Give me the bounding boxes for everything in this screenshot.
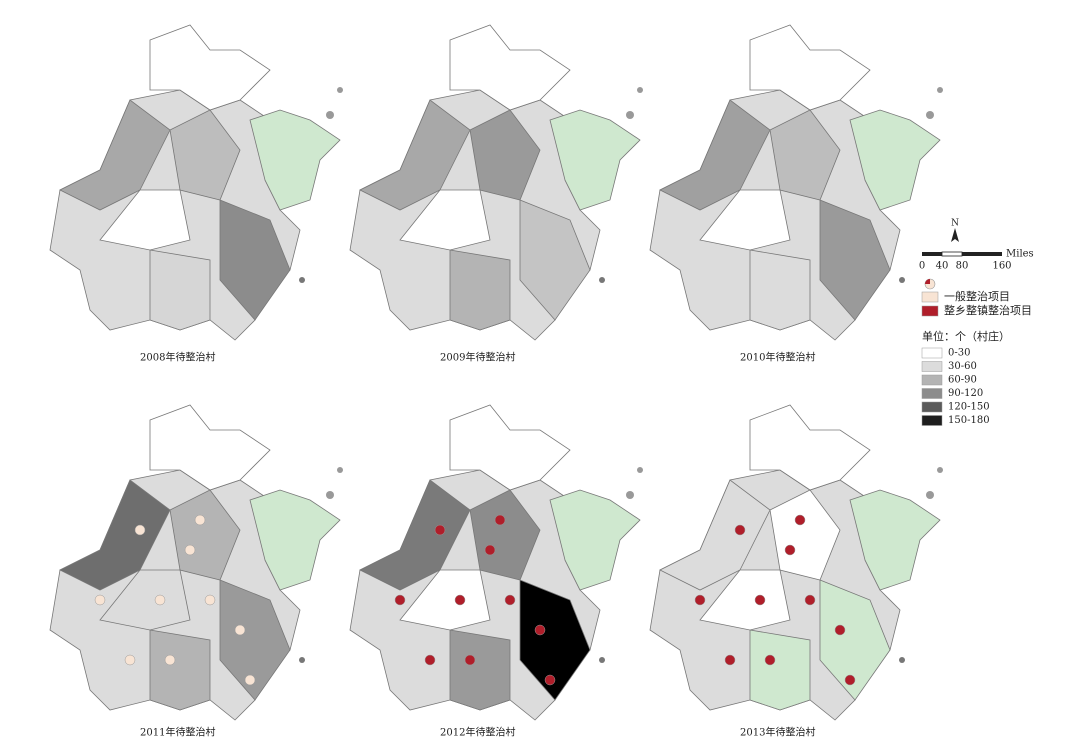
legend-swatch bbox=[921, 347, 943, 359]
pie-symbol bbox=[764, 654, 776, 666]
pie-symbol bbox=[424, 654, 436, 666]
legend-swatch bbox=[921, 415, 943, 426]
pie-symbol bbox=[834, 624, 846, 636]
pie-symbol bbox=[194, 514, 206, 526]
legend-swatch bbox=[921, 361, 943, 372]
pie-symbol bbox=[724, 654, 736, 666]
scale-bar bbox=[941, 251, 963, 257]
panel-caption: 2011年待整治村 bbox=[140, 726, 215, 739]
scale-label: 160 bbox=[992, 261, 1011, 272]
pie-symbol bbox=[134, 524, 146, 536]
region bbox=[769, 109, 841, 201]
pie-icon bbox=[925, 279, 930, 284]
region bbox=[169, 109, 241, 201]
pie-symbol bbox=[124, 654, 136, 666]
panel-caption: 2009年待整治村 bbox=[440, 351, 515, 364]
pie-symbol bbox=[734, 524, 746, 536]
panel-caption: 2008年待整治村 bbox=[140, 351, 215, 364]
region bbox=[699, 569, 791, 631]
legend-swatch bbox=[921, 291, 939, 303]
region bbox=[99, 569, 191, 631]
pie-symbol bbox=[534, 624, 546, 636]
legend-label: 150-180 bbox=[948, 415, 990, 426]
count-title: 单位：个（村庄） bbox=[922, 329, 1010, 343]
pie-symbol bbox=[164, 654, 176, 666]
pie-symbol bbox=[94, 594, 106, 606]
pie-symbol bbox=[204, 594, 216, 606]
pie-symbol bbox=[484, 544, 496, 556]
scale-label: 40 bbox=[936, 261, 949, 272]
pie-symbol bbox=[154, 594, 166, 606]
pie-symbol bbox=[804, 594, 816, 606]
region bbox=[149, 249, 211, 331]
region bbox=[519, 579, 591, 701]
scale-bar bbox=[962, 252, 1002, 256]
legend-swatch bbox=[921, 374, 943, 386]
legend-label: 一般整治项目 bbox=[944, 289, 1010, 303]
pie-symbol bbox=[394, 594, 406, 606]
scale-label: 0 bbox=[919, 261, 925, 272]
legend-swatch bbox=[921, 401, 943, 413]
region bbox=[519, 199, 591, 321]
region bbox=[449, 249, 511, 331]
pie-symbol bbox=[244, 674, 256, 686]
pie-symbol bbox=[234, 624, 246, 636]
map-panel bbox=[649, 404, 944, 721]
region bbox=[169, 489, 241, 581]
region bbox=[469, 489, 541, 581]
region bbox=[749, 629, 811, 711]
legend-swatch bbox=[921, 388, 943, 399]
legend-label: 30-60 bbox=[948, 361, 977, 372]
legend-label: 60-90 bbox=[948, 375, 977, 386]
region bbox=[219, 579, 291, 701]
region bbox=[399, 569, 491, 631]
region bbox=[449, 629, 511, 711]
pie-symbol bbox=[454, 594, 466, 606]
panel-caption: 2012年待整治村 bbox=[440, 726, 515, 739]
north-label: N bbox=[951, 219, 959, 229]
region bbox=[99, 189, 191, 251]
legend-label: 120-150 bbox=[948, 402, 990, 413]
panel-caption: 2013年待整治村 bbox=[740, 726, 815, 739]
region bbox=[749, 249, 811, 331]
pie-symbol bbox=[544, 674, 556, 686]
pie-symbol bbox=[844, 674, 856, 686]
scale-label: 80 bbox=[956, 261, 969, 272]
map-panel bbox=[649, 24, 944, 341]
map-panel bbox=[349, 404, 644, 721]
legend-swatch bbox=[921, 305, 939, 317]
legend-label: 90-120 bbox=[948, 388, 983, 399]
legend-label: 整乡整镇整治项目 bbox=[944, 303, 1032, 317]
scale-unit: Miles bbox=[1006, 249, 1034, 260]
legend-label: 0-30 bbox=[948, 348, 970, 359]
north-arrow bbox=[951, 228, 959, 242]
region bbox=[399, 189, 491, 251]
pie-symbol bbox=[694, 594, 706, 606]
map-panel bbox=[49, 24, 344, 341]
region bbox=[819, 579, 891, 701]
map-panel bbox=[349, 24, 644, 341]
map-panels bbox=[49, 24, 944, 721]
pie-symbol bbox=[434, 524, 446, 536]
region bbox=[769, 489, 841, 581]
panel-caption: 2010年待整治村 bbox=[740, 351, 815, 364]
pie-symbol bbox=[754, 594, 766, 606]
pie-symbol bbox=[494, 514, 506, 526]
region bbox=[149, 629, 211, 711]
map-panel bbox=[49, 404, 344, 721]
region bbox=[819, 199, 891, 321]
pie-symbol bbox=[184, 544, 196, 556]
region bbox=[699, 189, 791, 251]
pie-symbol bbox=[794, 514, 806, 526]
pie-symbol bbox=[464, 654, 476, 666]
scale-bar bbox=[922, 252, 942, 256]
pie-symbol bbox=[504, 594, 516, 606]
region bbox=[469, 109, 541, 201]
pie-symbol bbox=[784, 544, 796, 556]
region bbox=[219, 199, 291, 321]
